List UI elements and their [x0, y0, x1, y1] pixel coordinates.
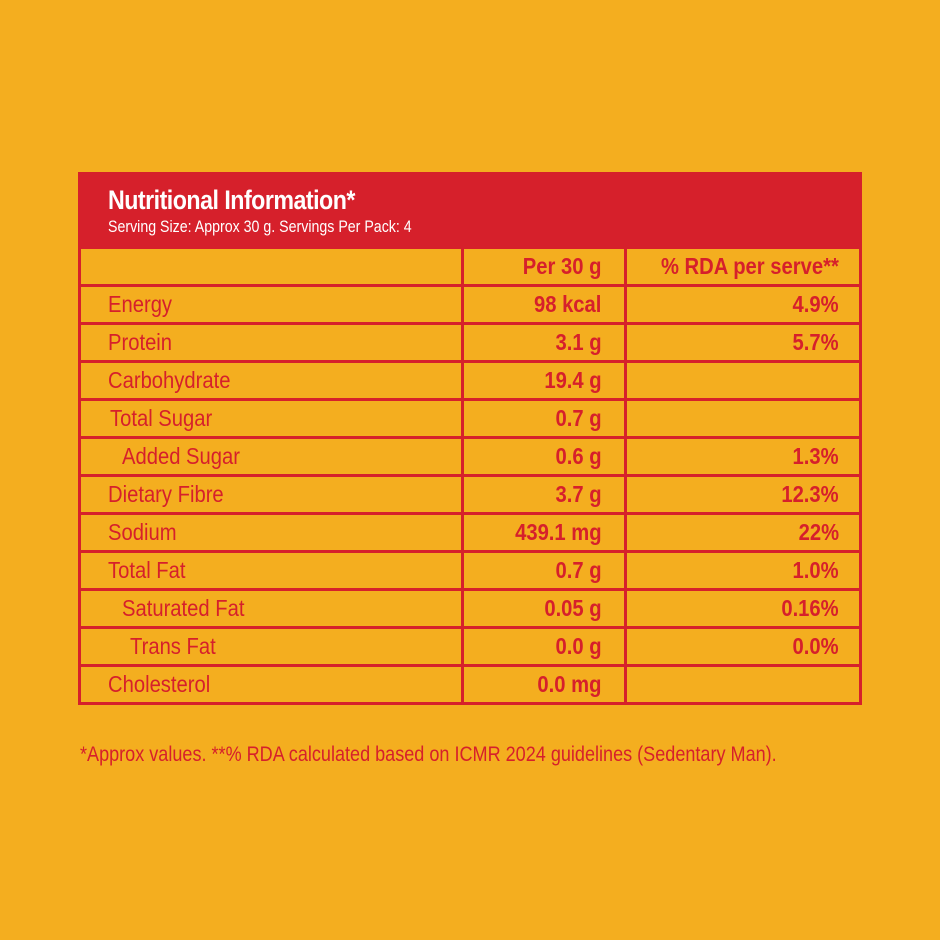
nutrient-rda — [623, 664, 859, 702]
table-row-cholesterol: Cholesterol 0.0 mg — [81, 664, 859, 702]
nutrient-name: Dietary Fibre — [81, 474, 464, 515]
nutrient-rda: 1.0% — [623, 550, 859, 591]
nutrient-amount: 0.05 g — [460, 588, 627, 629]
nutrient-rda: 5.7% — [623, 322, 859, 363]
nutrient-rda — [623, 398, 859, 439]
table-row-total-sugar: Total Sugar 0.7 g — [81, 398, 859, 439]
nutrient-name: Total Sugar — [81, 398, 464, 439]
nutrient-name: Added Sugar — [81, 436, 464, 477]
nutrient-amount: 0.0 g — [460, 626, 627, 667]
nutrition-header: Nutritional Information* Serving Size: A… — [81, 175, 859, 249]
nutrient-name: Total Fat — [81, 550, 464, 591]
column-header-nutrient — [81, 249, 464, 287]
nutrient-name: Carbohydrate — [81, 360, 464, 401]
nutrient-name: Sodium — [81, 512, 464, 553]
serving-info: Serving Size: Approx 30 g. Servings Per … — [108, 218, 412, 236]
nutrient-rda: 4.9% — [623, 284, 859, 325]
table-row-added-sugar: Added Sugar 0.6 g 1.3% — [81, 436, 859, 477]
nutrient-amount: 3.1 g — [460, 322, 627, 363]
table-row-saturated-fat: Saturated Fat 0.05 g 0.16% — [81, 588, 859, 629]
nutrient-amount: 0.7 g — [460, 550, 627, 591]
nutrient-name: Trans Fat — [81, 626, 464, 667]
table-row-total-fat: Total Fat 0.7 g 1.0% — [81, 550, 859, 591]
table-row-dietary-fibre: Dietary Fibre 3.7 g 12.3% — [81, 474, 859, 515]
nutrient-rda: 1.3% — [623, 436, 859, 477]
table-row-energy: Energy 98 kcal 4.9% — [81, 284, 859, 325]
column-header-per-serving: Per 30 g — [460, 249, 627, 287]
nutrient-rda: 12.3% — [623, 474, 859, 515]
nutrient-name: Protein — [81, 322, 464, 363]
nutrient-name: Energy — [81, 284, 464, 325]
nutrition-panel: Nutritional Information* Serving Size: A… — [78, 172, 862, 705]
table-row-sodium: Sodium 439.1 mg 22% — [81, 512, 859, 553]
table-header-row: Per 30 g % RDA per serve** — [81, 249, 859, 287]
nutrient-name: Saturated Fat — [81, 588, 464, 629]
footnote: *Approx values. **% RDA calculated based… — [80, 743, 777, 766]
nutrient-name: Cholesterol — [81, 664, 464, 702]
nutrient-rda: 0.16% — [623, 588, 859, 629]
column-header-rda: % RDA per serve** — [623, 249, 859, 287]
nutrient-amount: 19.4 g — [460, 360, 627, 401]
table-row-protein: Protein 3.1 g 5.7% — [81, 322, 859, 363]
nutrient-rda: 22% — [623, 512, 859, 553]
nutrient-amount: 0.6 g — [460, 436, 627, 477]
table-row-carbohydrate: Carbohydrate 19.4 g — [81, 360, 859, 401]
nutrient-amount: 98 kcal — [460, 284, 627, 325]
nutrient-rda: 0.0% — [623, 626, 859, 667]
nutrient-amount: 0.0 mg — [460, 664, 627, 702]
nutrient-amount: 0.7 g — [460, 398, 627, 439]
nutrition-table: Per 30 g % RDA per serve** Energy 98 kca… — [81, 249, 859, 702]
nutrient-amount: 439.1 mg — [460, 512, 627, 553]
table-row-trans-fat: Trans Fat 0.0 g 0.0% — [81, 626, 859, 667]
nutrient-amount: 3.7 g — [460, 474, 627, 515]
nutrient-rda — [623, 360, 859, 401]
nutrition-title: Nutritional Information* — [108, 185, 355, 215]
